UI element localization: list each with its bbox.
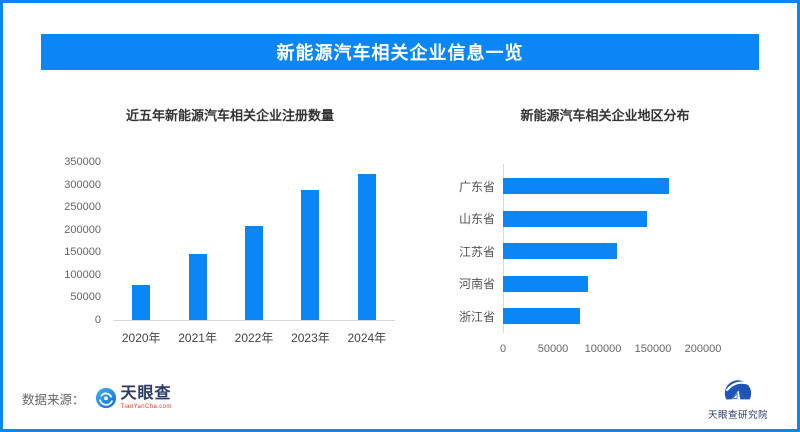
- region-label: 浙江省: [458, 309, 495, 324]
- bar-slot: [169, 162, 225, 320]
- research-badge-icon: [724, 380, 752, 400]
- y-axis-tick-label: 100000: [64, 268, 101, 281]
- tianyancha-name: 天眼查: [120, 385, 172, 402]
- y-axis-tick-label: 150000: [64, 246, 101, 259]
- region-label: 广东省: [458, 179, 495, 194]
- data-source: 数据来源： 天眼查 TianYanCha.com: [22, 386, 172, 411]
- research-institute-name: 天眼查研究院: [707, 410, 768, 421]
- x-axis-tick-label: 2024年: [347, 331, 387, 345]
- bar-2023年: [301, 189, 320, 320]
- region-row: 浙江省: [440, 300, 770, 333]
- region-label: 河南省: [458, 277, 495, 292]
- y-axis-tick-label: 200000: [64, 223, 101, 236]
- y-axis-tick-label: 250000: [64, 201, 101, 214]
- left-chart-y-axis: 0 50000 100000 150000 200000 250000 300000 3500…: [55, 156, 103, 326]
- x-axis-tick-label: 2023年: [291, 331, 330, 345]
- registration-bar-chart: 近五年新能源汽车相关企业注册数量 0 50000 100000 150000 20000…: [55, 108, 405, 358]
- tianyancha-domain: TianYanCha.com: [120, 404, 172, 410]
- bar-track: [503, 275, 770, 292]
- bar-track: [503, 178, 770, 195]
- left-chart-x-axis: 2020年 2021年 2022年 2023年 2024年: [113, 329, 395, 346]
- bar-slot: [282, 162, 338, 320]
- region-row: 广东省: [440, 170, 770, 203]
- bar-track: [503, 243, 770, 260]
- right-chart-rows: 广东省山东省江苏省河南省浙江省: [440, 164, 770, 333]
- region-row: 山东省: [440, 203, 770, 236]
- x-axis-tick-label: 0: [499, 342, 507, 355]
- bar-江苏省: [503, 243, 617, 260]
- left-chart-bars-area: [113, 162, 395, 321]
- header-banner: 新能源汽车相关企业信息一览: [41, 34, 759, 70]
- tianyancha-logo: 天眼查 TianYanCha.com: [95, 386, 172, 410]
- left-chart-plot: 0 50000 100000 150000 200000 250000 300000 3500…: [55, 156, 405, 326]
- y-axis-tick-label: 50000: [70, 291, 101, 304]
- bar-河南省: [503, 275, 588, 292]
- right-chart-x-axis: 0 50000 100000 150000 200000: [499, 342, 770, 357]
- x-axis-tick-label: 2020年: [121, 331, 161, 345]
- left-chart-title: 近五年新能源汽车相关企业注册数量: [125, 108, 334, 123]
- region-label: 山东省: [458, 212, 495, 227]
- data-source-label: 数据来源：: [22, 392, 85, 407]
- bar-track: [503, 210, 770, 227]
- bar-2021年: [188, 254, 207, 320]
- right-chart-plot: 广东省山东省江苏省河南省浙江省 0 50000 100000 150000 200000: [440, 164, 770, 357]
- research-institute-logo: 天眼查研究院: [703, 374, 773, 421]
- x-axis-tick-label: 200000: [684, 342, 722, 355]
- bar-slot: [226, 162, 282, 320]
- region-bar-chart: 新能源汽车相关企业地区分布 广东省山东省江苏省河南省浙江省 0 50000 1000…: [440, 108, 770, 368]
- x-axis-tick-label: 2022年: [234, 331, 274, 345]
- right-chart-title: 新能源汽车相关企业地区分布: [520, 108, 690, 123]
- bar-广东省: [503, 178, 669, 195]
- y-axis-tick-label: 0: [94, 314, 101, 326]
- region-row: 江苏省: [440, 235, 770, 268]
- bar-slot: [113, 162, 169, 320]
- page-title: 新能源汽车相关企业信息一览: [276, 43, 524, 63]
- bar-2024年: [357, 174, 376, 320]
- bar-2022年: [245, 225, 264, 320]
- x-axis-tick-label: 150000: [634, 342, 672, 355]
- y-axis-tick-label: 350000: [64, 156, 101, 168]
- region-label: 江苏省: [458, 244, 495, 259]
- region-row: 河南省: [440, 268, 770, 301]
- x-axis-tick-label: 2021年: [178, 331, 217, 345]
- tianyancha-eye-icon: [95, 387, 116, 409]
- tianyancha-wordmark: 天眼查 TianYanCha.com: [120, 385, 172, 411]
- y-axis-tick-label: 300000: [64, 178, 101, 191]
- x-axis-tick-label: 50000: [537, 342, 569, 355]
- x-axis-tick-label: 100000: [584, 342, 622, 355]
- bar-山东省: [503, 210, 647, 227]
- bar-浙江省: [503, 308, 580, 325]
- bar-slot: [339, 162, 395, 320]
- bar-track: [503, 308, 770, 325]
- bar-2020年: [132, 285, 151, 320]
